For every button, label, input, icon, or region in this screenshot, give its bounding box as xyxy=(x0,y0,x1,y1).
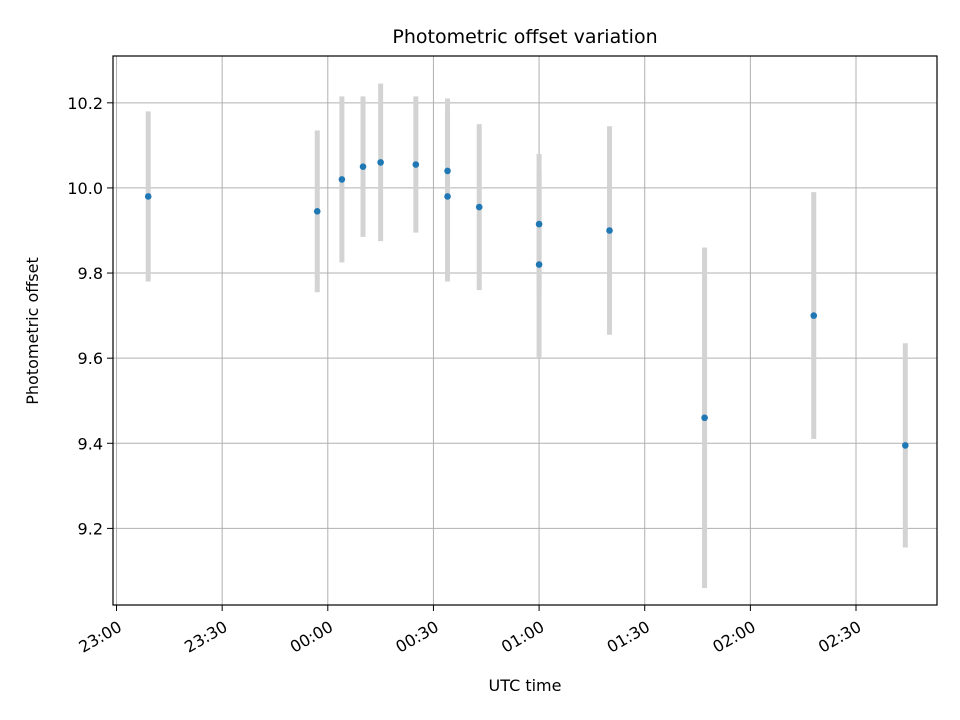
data-point xyxy=(902,442,909,449)
y-tick-label: 10.2 xyxy=(67,94,103,113)
plot-frame xyxy=(112,55,938,606)
data-point xyxy=(701,414,708,422)
y-tick-label: 9.6 xyxy=(78,349,103,368)
data-point xyxy=(444,167,451,175)
y-axis-label: Photometric offset xyxy=(23,257,42,405)
data-point xyxy=(359,163,367,170)
data-point xyxy=(606,227,613,234)
data-point xyxy=(535,220,543,228)
y-tick-label: 9.2 xyxy=(78,519,103,538)
chart-title: Photometric offset variation xyxy=(392,26,657,48)
data-point xyxy=(338,176,346,183)
y-tick-label: 9.4 xyxy=(78,434,103,453)
data-point xyxy=(535,261,543,268)
data-point xyxy=(377,159,384,166)
data-point xyxy=(313,208,321,215)
y-axis: 9.2 9.4 9.6 9.8 10.0 10.2 xyxy=(67,94,113,538)
y-tick-label: 9.8 xyxy=(78,264,103,283)
y-tick-label: 10.0 xyxy=(67,179,103,198)
data-point xyxy=(412,161,420,168)
x-axis-label: UTC time xyxy=(489,676,562,695)
data-point xyxy=(475,203,483,211)
data-point xyxy=(144,193,152,200)
data-point xyxy=(444,193,451,200)
data-point xyxy=(810,312,818,319)
data-points xyxy=(144,159,909,449)
grid xyxy=(113,56,937,605)
